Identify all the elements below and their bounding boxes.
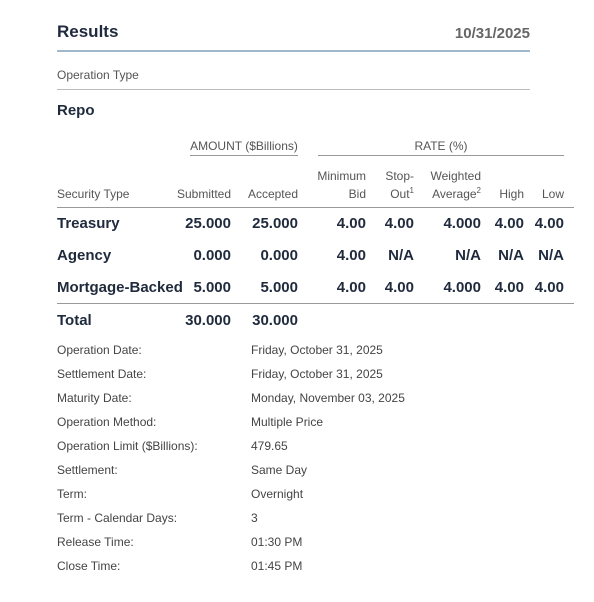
detail-label: Term:	[57, 487, 87, 501]
col-security-type: Security Type	[57, 187, 130, 201]
detail-value: 01:30 PM	[251, 535, 303, 549]
rate-group-rule	[318, 155, 564, 156]
total-label: Total	[57, 312, 92, 329]
operation-name: Repo	[57, 102, 95, 119]
row-high: 4.00	[494, 279, 524, 296]
footnote-2-marker: 2	[476, 186, 481, 195]
row-accepted: 5.000	[260, 279, 298, 296]
row-high: 4.00	[494, 215, 524, 232]
row-low: 4.00	[534, 215, 564, 232]
row-low: 4.00	[534, 279, 564, 296]
row-accepted: 0.000	[260, 247, 298, 264]
detail-label: Settlement:	[57, 463, 118, 477]
col-stop-out-line1: Stop-	[385, 169, 414, 183]
rate-group-header: RATE (%)	[414, 139, 468, 153]
detail-label: Release Time:	[57, 535, 134, 549]
detail-label: Settlement Date:	[57, 367, 147, 381]
row-security: Mortgage-Backed	[57, 279, 183, 296]
detail-label: Operation Limit ($Billions):	[57, 439, 198, 453]
row-stop-out: 4.00	[384, 279, 414, 296]
col-high: High	[499, 187, 524, 201]
amount-group-rule	[190, 155, 298, 156]
detail-value: Friday, October 31, 2025	[251, 343, 383, 357]
amount-group-header: AMOUNT ($Billions)	[190, 139, 298, 153]
detail-value: Multiple Price	[251, 415, 324, 429]
total-row-divider	[57, 303, 574, 304]
row-submitted: 5.000	[193, 279, 231, 296]
row-high: N/A	[498, 247, 524, 264]
col-weighted-average-text: Average	[432, 187, 477, 201]
col-weighted-average-line2: Average2	[415, 185, 481, 203]
col-submitted: Submitted	[176, 187, 231, 201]
total-submitted: 30.000	[185, 312, 231, 329]
row-submitted: 0.000	[193, 247, 231, 264]
header-row-divider	[57, 207, 574, 208]
col-weighted-average: Weighted Average2	[415, 167, 481, 203]
operation-type-divider	[57, 89, 530, 90]
detail-label: Operation Method:	[57, 415, 157, 429]
col-accepted: Accepted	[247, 187, 298, 201]
detail-value: Monday, November 03, 2025	[251, 391, 405, 405]
detail-value: Overnight	[251, 487, 304, 501]
detail-value: Same Day	[251, 463, 308, 477]
detail-value: 479.65	[251, 439, 288, 453]
row-submitted: 25.000	[185, 215, 231, 232]
col-stop-out-text: Out	[390, 187, 410, 201]
col-weighted-average-line1: Weighted	[430, 169, 481, 183]
row-weighted-average: 4.000	[443, 215, 481, 232]
row-minimum-bid: 4.00	[336, 215, 366, 232]
col-minimum-bid-line2: Bid	[348, 187, 366, 201]
row-minimum-bid: 4.00	[336, 279, 366, 296]
row-minimum-bid: 4.00	[336, 247, 366, 264]
row-accepted: 25.000	[252, 215, 298, 232]
footnote-1-marker: 1	[409, 186, 414, 195]
row-stop-out: N/A	[388, 247, 414, 264]
total-accepted: 30.000	[252, 312, 298, 329]
detail-value: Friday, October 31, 2025	[251, 367, 383, 381]
detail-label: Maturity Date:	[57, 391, 132, 405]
row-low: N/A	[538, 247, 564, 264]
row-weighted-average: N/A	[455, 247, 481, 264]
detail-label: Term - Calendar Days:	[57, 511, 178, 525]
row-security: Treasury	[57, 215, 120, 232]
header-divider	[57, 50, 530, 52]
detail-value: 3	[251, 511, 258, 525]
row-weighted-average: 4.000	[443, 279, 481, 296]
detail-value: 01:45 PM	[251, 559, 303, 573]
col-minimum-bid-line1: Minimum	[317, 169, 366, 183]
results-date: 10/31/2025	[454, 25, 530, 42]
detail-label: Operation Date:	[57, 343, 142, 357]
row-stop-out: 4.00	[384, 215, 414, 232]
operation-type-label: Operation Type	[57, 68, 139, 82]
col-stop-out: Stop- Out1	[368, 167, 414, 203]
col-low: Low	[541, 187, 564, 201]
page-title: Results	[57, 22, 119, 41]
row-security: Agency	[57, 247, 112, 264]
col-stop-out-line2: Out1	[368, 185, 414, 203]
detail-label: Close Time:	[57, 559, 121, 573]
col-minimum-bid: Minimum Bid	[300, 167, 366, 203]
